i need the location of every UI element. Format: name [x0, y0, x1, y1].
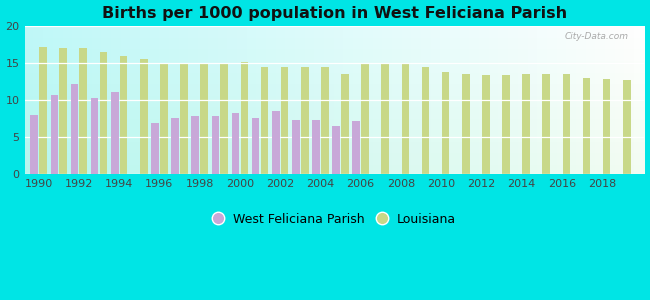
Bar: [261, 67, 268, 174]
Bar: [482, 75, 489, 174]
Bar: [211, 116, 219, 174]
Bar: [111, 92, 118, 174]
Bar: [140, 59, 148, 174]
Bar: [321, 67, 329, 174]
Bar: [502, 75, 510, 174]
Bar: [59, 48, 67, 174]
Bar: [240, 62, 248, 174]
Bar: [180, 64, 188, 174]
Bar: [51, 94, 58, 174]
Bar: [623, 80, 630, 174]
Bar: [352, 121, 360, 174]
Bar: [542, 74, 550, 174]
Bar: [252, 118, 259, 174]
Bar: [523, 74, 530, 174]
Bar: [71, 83, 78, 174]
Bar: [191, 116, 199, 174]
Bar: [292, 121, 300, 174]
Text: City-Data.com: City-Data.com: [565, 32, 629, 41]
Bar: [120, 56, 127, 174]
Title: Births per 1000 population in West Feliciana Parish: Births per 1000 population in West Felic…: [102, 6, 567, 21]
Bar: [272, 111, 280, 174]
Bar: [99, 52, 107, 174]
Bar: [301, 67, 309, 174]
Bar: [281, 67, 289, 174]
Bar: [402, 64, 409, 174]
Bar: [341, 74, 349, 174]
Bar: [382, 63, 389, 174]
Bar: [332, 126, 340, 174]
Legend: West Feliciana Parish, Louisiana: West Feliciana Parish, Louisiana: [209, 209, 460, 230]
Bar: [171, 118, 179, 174]
Bar: [422, 67, 429, 174]
Bar: [562, 74, 570, 174]
Bar: [442, 72, 449, 174]
Bar: [462, 74, 469, 174]
Bar: [603, 79, 610, 174]
Bar: [79, 48, 87, 174]
Bar: [312, 121, 320, 174]
Bar: [39, 47, 47, 174]
Bar: [582, 78, 590, 174]
Bar: [361, 64, 369, 174]
Bar: [200, 63, 208, 174]
Bar: [220, 63, 228, 174]
Bar: [31, 115, 38, 174]
Bar: [231, 113, 239, 174]
Bar: [160, 63, 168, 174]
Bar: [91, 98, 98, 174]
Bar: [151, 123, 159, 174]
